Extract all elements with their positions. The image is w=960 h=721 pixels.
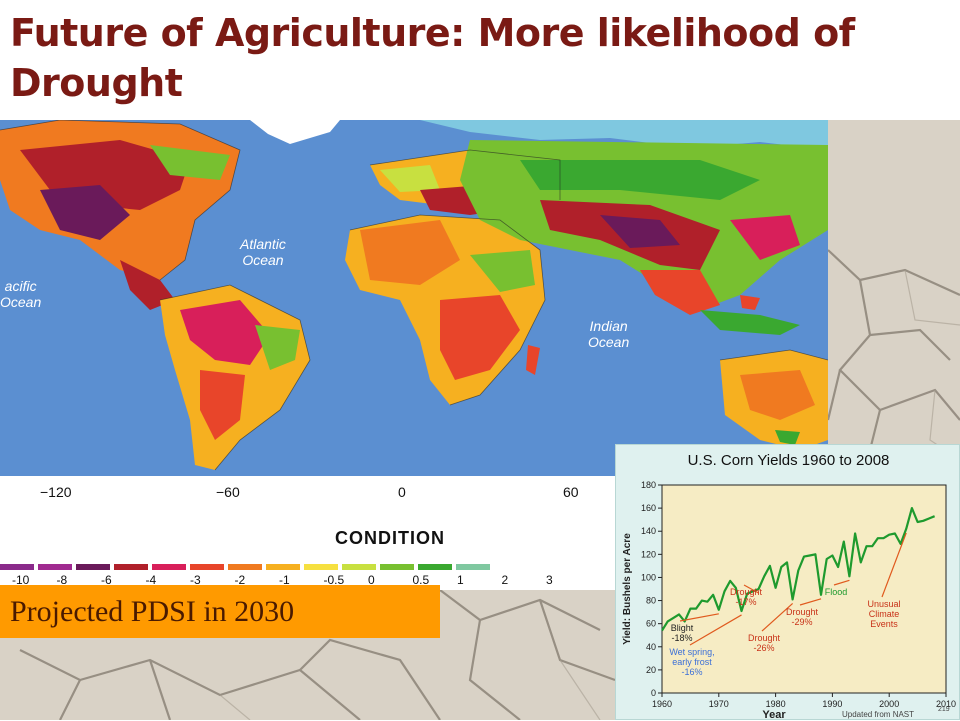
condition-swatch <box>114 564 148 570</box>
condition-label: -3 <box>190 573 201 587</box>
condition-swatch <box>152 564 186 570</box>
annotation-label: Unusual <box>867 599 900 609</box>
annotation-label: -17% <box>735 597 756 607</box>
condition-label: 0.5 <box>412 573 430 587</box>
chart-title: U.S. Corn Yields 1960 to 2008 <box>687 452 890 469</box>
plot-area <box>661 484 947 694</box>
condition-label: -8 <box>56 573 68 587</box>
condition-swatch <box>418 564 452 570</box>
y-tick-label: 60 <box>646 619 656 629</box>
annotation-arrow <box>881 532 907 598</box>
annotation-label: Wet spring, <box>669 647 714 657</box>
condition-swatch <box>266 564 300 570</box>
longitude-tick: 0 <box>398 484 406 500</box>
annotation-label: Climate <box>869 609 900 619</box>
condition-label: 2 <box>501 573 509 587</box>
y-tick-label: 160 <box>641 503 656 513</box>
y-tick-label: 120 <box>641 549 656 559</box>
longitude-tick: 60 <box>563 484 579 500</box>
condition-label: -1 <box>279 573 290 587</box>
x-tick-label: 1990 <box>822 699 842 709</box>
annotation-label: Flood <box>825 587 848 597</box>
y-tick-label: 140 <box>641 526 656 536</box>
annotation-arrow <box>761 602 794 632</box>
condition-label: -10 <box>12 573 30 587</box>
condition-label: 0 <box>368 573 375 587</box>
x-tick-label: 1960 <box>652 699 672 709</box>
x-tick-label: 1970 <box>709 699 729 709</box>
yield-line <box>661 507 936 632</box>
annotation-arrow <box>799 598 822 606</box>
annotation-label: Drought <box>730 587 763 597</box>
condition-label: -6 <box>101 573 112 587</box>
source-note: Updated from NAST <box>842 710 914 719</box>
page-reference: 219 <box>938 706 950 713</box>
ocean-label-indian: Indian Ocean <box>588 318 630 350</box>
annotation-arrow <box>679 613 719 622</box>
longitude-tick: −60 <box>216 484 240 500</box>
condition-color-scale <box>0 564 490 570</box>
annotation-arrow <box>689 614 742 646</box>
annotation-arrow <box>833 579 850 586</box>
pdsi-world-map: Atlantic Ocean acific Ocean Indian Ocean <box>0 120 828 476</box>
condition-swatch <box>342 564 376 570</box>
corn-yield-chart-panel: U.S. Corn Yields 1960 to 2008 0 20 40 60 80 1… <box>615 444 960 721</box>
ocean-label-pacific: acific Ocean <box>0 278 42 310</box>
corn-yield-chart: 0 20 40 60 80 100 120 140 160 180 1960 1970 1980 1990… <box>622 480 956 721</box>
y-tick-label: 100 <box>641 572 656 582</box>
annotation-label: Drought <box>786 607 819 617</box>
condition-swatch <box>228 564 262 570</box>
y-axis-label: Yield: Bushels per Acre <box>622 533 633 645</box>
condition-swatch <box>304 564 338 570</box>
condition-swatch <box>0 564 34 570</box>
x-tick-label: 2000 <box>879 699 899 709</box>
ocean-label-atlantic: Atlantic Ocean <box>240 236 286 268</box>
y-tick-label: 80 <box>646 596 656 606</box>
annotation-label: -18% <box>671 633 692 643</box>
x-tick-label: 1980 <box>766 699 786 709</box>
condition-swatch <box>380 564 414 570</box>
annotation-label: early frost <box>672 657 712 667</box>
annotation-label: -16% <box>681 667 702 677</box>
condition-label: -4 <box>145 573 157 587</box>
annotation-label: -29% <box>791 617 812 627</box>
condition-label: -0.5 <box>323 573 345 587</box>
slide-title: Future of Agriculture: More likelihood o… <box>10 11 855 105</box>
world-map-graphic <box>0 120 828 476</box>
y-tick-label: 20 <box>646 665 656 675</box>
annotation-label: -26% <box>753 643 774 653</box>
condition-swatch <box>190 564 224 570</box>
condition-swatch <box>38 564 72 570</box>
x-tick-label: 2010 <box>936 699 956 709</box>
condition-label: -2 <box>234 573 246 587</box>
condition-label: 1 <box>457 573 464 587</box>
x-axis-label: Year <box>762 709 786 721</box>
condition-legend-title: CONDITION <box>335 528 445 548</box>
annotation-label: Blight <box>671 623 694 633</box>
y-tick-label: 180 <box>641 480 656 490</box>
y-tick-label: 0 <box>651 688 656 698</box>
condition-swatch <box>76 564 110 570</box>
longitude-tick: −120 <box>40 484 72 500</box>
annotation-label: Drought <box>748 633 781 643</box>
map-legend-strip: −120 −60 0 60 CONDITION -10 -8 -6 -4 -3 -2 -1 -… <box>0 476 615 590</box>
condition-label: 3 <box>546 573 553 587</box>
pdsi-caption-box: Projected PDSI in 2030 <box>0 585 440 638</box>
annotation-label: Events <box>870 619 898 629</box>
annotation-arrow <box>743 584 759 594</box>
condition-swatch <box>456 564 490 570</box>
y-tick-label: 40 <box>646 642 656 652</box>
